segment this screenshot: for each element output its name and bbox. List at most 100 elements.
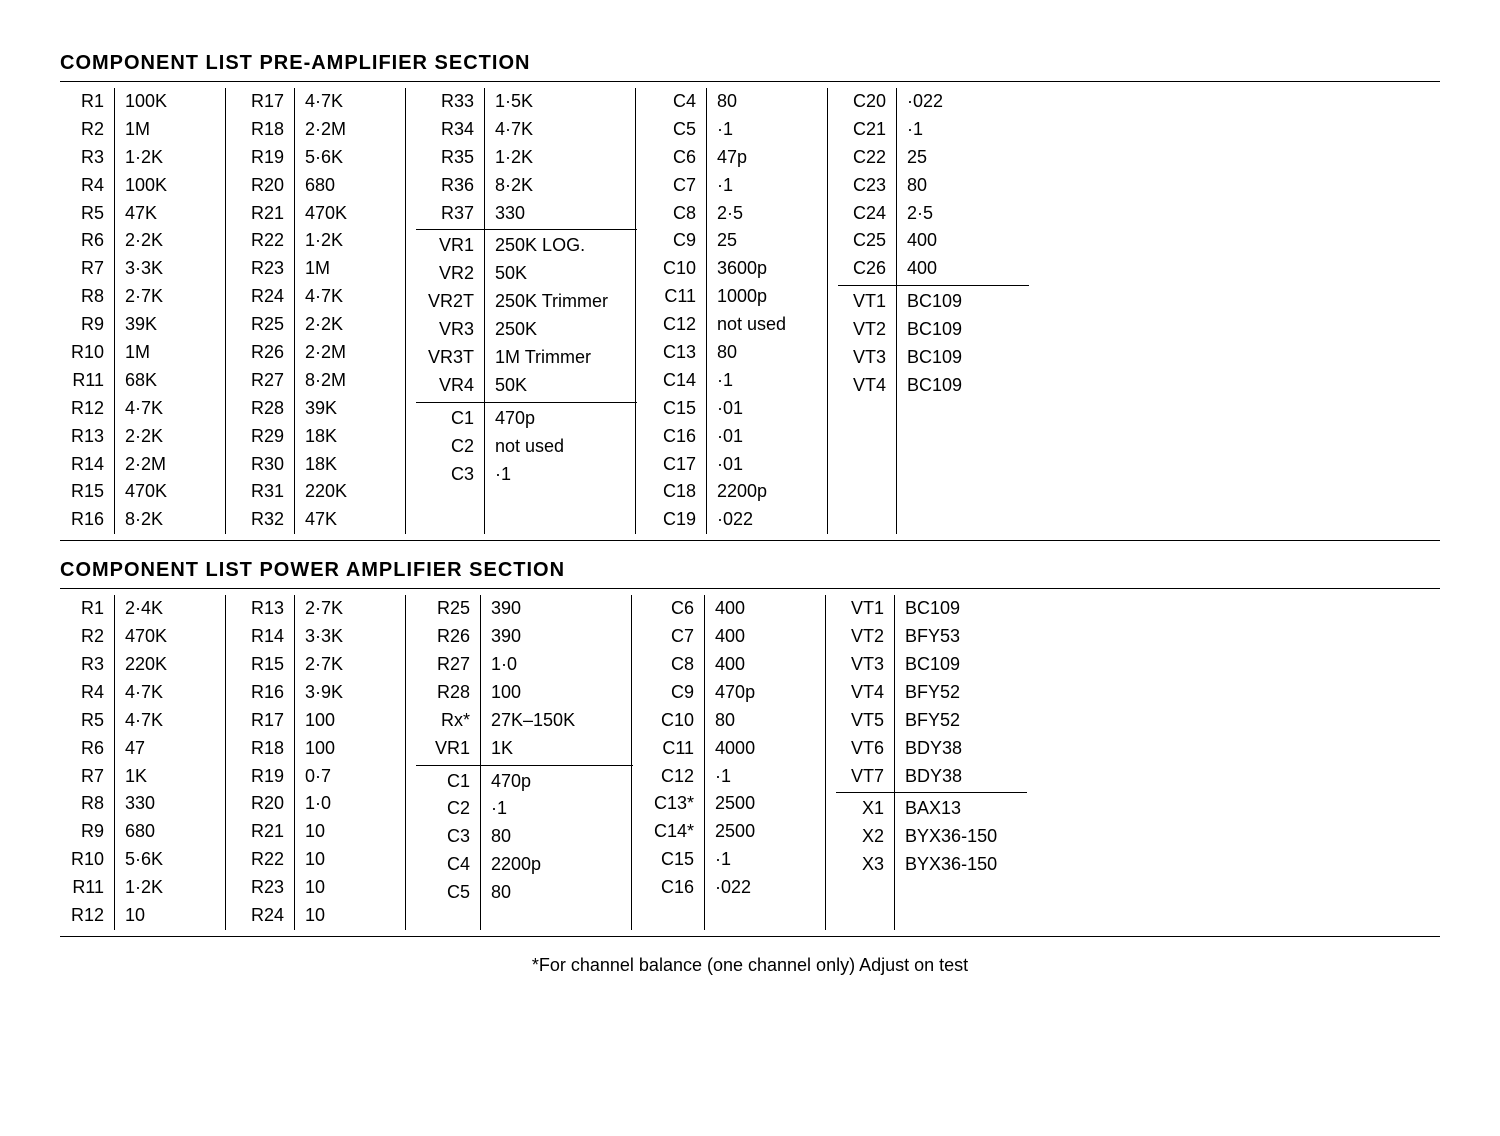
- component-ref: R4: [60, 172, 114, 200]
- component-ref: Rx*: [418, 707, 480, 735]
- component-value: 100K: [115, 172, 225, 200]
- component-ref: VT1: [840, 288, 896, 316]
- preamp-title: COMPONENT LIST PRE-AMPLIFIER SECTION: [60, 52, 1440, 75]
- component-ref: C2: [418, 795, 480, 823]
- component-value: 330: [485, 200, 635, 228]
- table-column: C4C5C6C7C8C9C10C11C12C13C14C15C16C17C18C…: [635, 82, 827, 540]
- component-ref: R16: [60, 506, 114, 534]
- component-ref: VR3: [418, 316, 484, 344]
- component-ref: C13: [648, 339, 706, 367]
- component-ref: R11: [60, 367, 114, 395]
- component-value: 80: [705, 707, 825, 735]
- component-ref: C3: [418, 823, 480, 851]
- component-ref: C12: [644, 763, 704, 791]
- ref-column: C6C7C8C9C10C11C12C13*C14*C15C16: [631, 595, 705, 930]
- component-ref: R17: [238, 88, 294, 116]
- component-ref: R20: [238, 172, 294, 200]
- component-value: 25: [897, 144, 1027, 172]
- component-value: 4·7K: [115, 679, 225, 707]
- component-ref: C21: [840, 116, 896, 144]
- value-column: 3903901·010027K–150K1K470p·1802200p80: [481, 595, 631, 930]
- component-ref: VT2: [840, 316, 896, 344]
- group-separator: [893, 792, 1027, 793]
- component-value: 2·2K: [115, 227, 225, 255]
- component-value: 2·5: [707, 200, 827, 228]
- component-value: 220K: [295, 478, 405, 506]
- component-ref: C16: [648, 423, 706, 451]
- component-ref: R1: [60, 595, 114, 623]
- component-value: ·01: [707, 395, 827, 423]
- component-value: 680: [295, 172, 405, 200]
- component-value: 1M: [115, 339, 225, 367]
- component-ref: C5: [418, 879, 480, 907]
- component-value: 400: [897, 255, 1027, 283]
- component-ref: C10: [644, 707, 704, 735]
- poweramp-footnote: *For channel balance (one channel only) …: [60, 955, 1440, 976]
- component-ref: X2: [838, 823, 894, 851]
- component-ref: C10: [648, 255, 706, 283]
- component-ref: R7: [60, 763, 114, 791]
- component-ref: C8: [648, 200, 706, 228]
- component-value: 330: [115, 790, 225, 818]
- component-value: ·01: [707, 423, 827, 451]
- component-ref: R13: [238, 595, 294, 623]
- component-ref: C4: [418, 851, 480, 879]
- component-value: 25: [707, 227, 827, 255]
- component-ref: R24: [238, 283, 294, 311]
- component-value: 1M: [115, 116, 225, 144]
- group-separator: [483, 402, 637, 403]
- component-ref: R12: [60, 395, 114, 423]
- component-value: 3600p: [707, 255, 827, 283]
- component-ref: VT3: [838, 651, 894, 679]
- component-value: 80: [897, 172, 1027, 200]
- component-value: 3·9K: [295, 679, 405, 707]
- group-separator: [483, 229, 637, 230]
- component-ref: C4: [648, 88, 706, 116]
- component-value: 50K: [485, 372, 635, 400]
- component-value: 1·2K: [115, 144, 225, 172]
- component-ref: R21: [238, 200, 294, 228]
- component-ref: R24: [238, 902, 294, 930]
- value-column: 2·4K470K220K4·7K4·7K471K3306805·6K1·2K10: [115, 595, 225, 930]
- component-ref: C13*: [644, 790, 704, 818]
- component-ref: C15: [648, 395, 706, 423]
- component-value: 470K: [295, 200, 405, 228]
- value-column: BC109BFY53BC109BFY52BFY52BDY38BDY38BAX13…: [895, 595, 1025, 930]
- ref-column: C20C21C22C23C24C25C26VT1VT2VT3VT4: [827, 88, 897, 534]
- component-ref: R25: [238, 311, 294, 339]
- component-ref: C7: [644, 623, 704, 651]
- component-ref: R20: [238, 790, 294, 818]
- component-value: 80: [707, 339, 827, 367]
- component-ref: R35: [418, 144, 484, 172]
- component-value: 8·2K: [115, 506, 225, 534]
- component-ref: R8: [60, 790, 114, 818]
- ref-column: R33R34R35R36R37VR1VR2VR2TVR3VR3TVR4C1C2C…: [405, 88, 485, 534]
- component-value: BC109: [897, 344, 1027, 372]
- component-ref: C6: [644, 595, 704, 623]
- component-ref: C14*: [644, 818, 704, 846]
- component-value: 50K: [485, 260, 635, 288]
- component-value: 2500: [705, 818, 825, 846]
- component-value: 1·5K: [485, 88, 635, 116]
- component-ref: C7: [648, 172, 706, 200]
- component-ref: R22: [238, 227, 294, 255]
- component-ref: R37: [418, 200, 484, 228]
- component-ref: C3: [418, 461, 484, 489]
- ref-column: R1R2R3R4R5R6R7R8R9R10R11R12: [60, 595, 115, 930]
- component-ref: R36: [418, 172, 484, 200]
- table-column: R1R2R3R4R5R6R7R8R9R10R11R122·4K470K220K4…: [60, 589, 225, 936]
- component-value: ·01: [707, 451, 827, 479]
- component-ref: R13: [60, 423, 114, 451]
- component-ref: VR2: [418, 260, 484, 288]
- poweramp-title: COMPONENT LIST POWER AMPLIFIER SECTION: [60, 559, 1440, 582]
- component-ref: VR3T: [418, 344, 484, 372]
- component-value: BYX36-150: [895, 823, 1025, 851]
- component-value: 80: [481, 879, 631, 907]
- value-column: 100K1M1·2K100K47K2·2K3·3K2·7K39K1M68K4·7…: [115, 88, 225, 534]
- group-separator: [416, 402, 486, 403]
- component-value: BFY53: [895, 623, 1025, 651]
- component-ref: C9: [648, 227, 706, 255]
- component-value: BYX36-150: [895, 851, 1025, 879]
- component-value: 470p: [485, 405, 635, 433]
- component-value: BC109: [897, 316, 1027, 344]
